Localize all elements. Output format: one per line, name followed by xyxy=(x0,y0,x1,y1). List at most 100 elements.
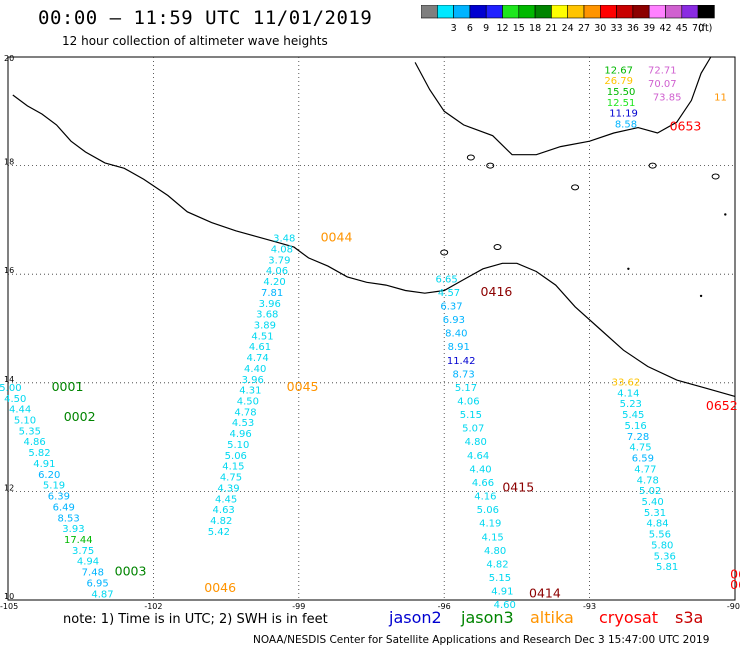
longitude-label: -90 xyxy=(727,602,740,610)
wave-height-value: 4.53 xyxy=(232,418,254,429)
pass-time-label: 0044 xyxy=(321,230,353,245)
wave-height-value: 8.53 xyxy=(57,513,79,524)
wave-height-value: 5.81 xyxy=(656,562,678,573)
wave-height-value: 72.71 xyxy=(648,65,677,76)
lake-outline xyxy=(648,162,657,169)
wave-height-value: 4.50 xyxy=(4,394,26,405)
wave-height-value: 7.81 xyxy=(261,288,283,299)
wave-height-value: 5.80 xyxy=(651,540,673,551)
longitude-label: -96 xyxy=(438,602,451,610)
wave-height-value: 4.82 xyxy=(486,559,508,570)
wave-height-value: 5.00 xyxy=(0,383,22,394)
wave-height-value: 17.44 xyxy=(64,535,93,546)
wave-height-value: 3.96 xyxy=(259,299,281,310)
scale-tick-label: 39 xyxy=(643,23,655,34)
wave-height-value: 4.66 xyxy=(472,478,494,489)
wave-height-value: 3.93 xyxy=(62,524,84,535)
wave-height-value: 3.79 xyxy=(268,255,290,266)
longitude-label: -99 xyxy=(292,602,305,610)
island-dot xyxy=(699,294,703,298)
wave-height-value: 4.60 xyxy=(494,600,516,610)
wave-height-value: 26.79 xyxy=(604,76,633,87)
lake-outline xyxy=(493,244,502,251)
wave-height-value: 7.28 xyxy=(627,432,649,443)
wave-height-value: 4.63 xyxy=(213,505,235,516)
wave-height-value: 5.15 xyxy=(460,410,482,421)
wave-height-value: 3.75 xyxy=(72,546,94,557)
wave-height-value: 8.58 xyxy=(615,120,637,131)
wave-height-value: 8.91 xyxy=(448,342,470,353)
wave-height-value: 4.87 xyxy=(91,589,113,600)
pass-time-label: 065 xyxy=(730,577,740,592)
lake-outline xyxy=(466,154,475,161)
wave-height-value: 11.19 xyxy=(609,109,638,120)
map-frame xyxy=(7,56,736,601)
wave-height-value: 5.10 xyxy=(14,416,36,427)
wave-height-value: 8.73 xyxy=(452,369,474,380)
latitude-label: 10 xyxy=(4,592,14,601)
wave-height-value: 7.48 xyxy=(82,568,104,579)
wave-height-value: 12.51 xyxy=(607,98,636,109)
scale-tick-label: 24 xyxy=(562,23,574,34)
wave-height-value: 5.02 xyxy=(639,486,661,497)
wave-height-value: 4.40 xyxy=(469,464,491,475)
longitude-label: -105 xyxy=(0,602,18,610)
scale-tick-label: 12 xyxy=(496,23,508,34)
wave-height-value: 4.50 xyxy=(237,397,259,408)
wave-height-value: 5.45 xyxy=(622,410,644,421)
wave-height-value: 5.56 xyxy=(649,530,671,541)
wave-height-value: 4.78 xyxy=(234,407,256,418)
lake-outline xyxy=(440,249,449,256)
pass-time-label: 0652 xyxy=(706,398,738,413)
scale-tick-label: 70 xyxy=(692,23,704,34)
map-title: 00:00 – 11:59 UTC 11/01/2019 xyxy=(38,7,373,29)
latitude-label: 18 xyxy=(4,158,14,167)
wave-height-value: 15.50 xyxy=(607,87,636,98)
wave-height-value: 4.06 xyxy=(457,397,479,408)
wave-height-value: 4.39 xyxy=(217,483,239,494)
lake-outline xyxy=(711,173,720,180)
wave-height-color-scale: 3 6 9 12 15 18 21 24 27 30 33 36 39 42 45 70(ft) xyxy=(421,5,715,34)
wave-height-value: 6.59 xyxy=(632,454,654,465)
scale-tick-label: 6 xyxy=(467,23,473,34)
longitude-label: -102 xyxy=(144,602,162,610)
legend-s3a: s3a xyxy=(675,608,704,627)
wave-height-value: 5.15 xyxy=(489,573,511,584)
wave-height-value: 33.62 xyxy=(612,378,641,389)
wave-height-value: 4.57 xyxy=(438,288,460,299)
wave-height-value: 3.68 xyxy=(256,310,278,321)
scale-tick-label: 18 xyxy=(529,23,541,34)
footer-note: note: 1) Time is in UTC; 2) SWH is in fe… xyxy=(63,612,328,627)
legend-jason2: jason2 xyxy=(389,608,442,627)
wave-height-value: 3.96 xyxy=(242,375,264,386)
scale-tick-label: 3 xyxy=(451,23,457,34)
wave-height-value: 6.93 xyxy=(443,315,465,326)
wave-height-value: 5.06 xyxy=(225,451,247,462)
wave-height-value: 11.42 xyxy=(447,356,476,367)
wave-height-value: 5.06 xyxy=(477,505,499,516)
wave-height-value: 3.89 xyxy=(254,321,276,332)
pass-time-label: 0414 xyxy=(529,585,561,600)
scale-tick-label: 15 xyxy=(513,23,525,34)
legend-altika: altika xyxy=(530,608,574,627)
wave-height-value: 4.74 xyxy=(246,353,268,364)
wave-height-value: 4.14 xyxy=(617,388,639,399)
legend-jason3: jason3 xyxy=(461,608,514,627)
wave-height-value: 5.31 xyxy=(644,508,666,519)
wave-height-value: 4.15 xyxy=(222,462,244,473)
wave-height-value: 3.48 xyxy=(273,234,295,245)
pass-time-label: 065 xyxy=(730,566,740,581)
legend-cryosat: cryosat xyxy=(599,608,659,627)
wave-height-value: 12.67 xyxy=(604,65,633,76)
wave-height-value: 4.84 xyxy=(646,519,668,530)
wave-height-value: 4.86 xyxy=(24,437,46,448)
wave-height-value: 4.61 xyxy=(249,342,271,353)
pacific-coastline xyxy=(12,94,736,397)
wave-height-value: 4.94 xyxy=(77,557,99,568)
wave-height-value: 4.19 xyxy=(479,519,501,530)
wave-height-value: 5.17 xyxy=(455,383,477,394)
gulf-coastline xyxy=(414,56,712,156)
wave-height-value: 4.20 xyxy=(263,277,285,288)
wave-height-value: 6.39 xyxy=(48,492,70,503)
